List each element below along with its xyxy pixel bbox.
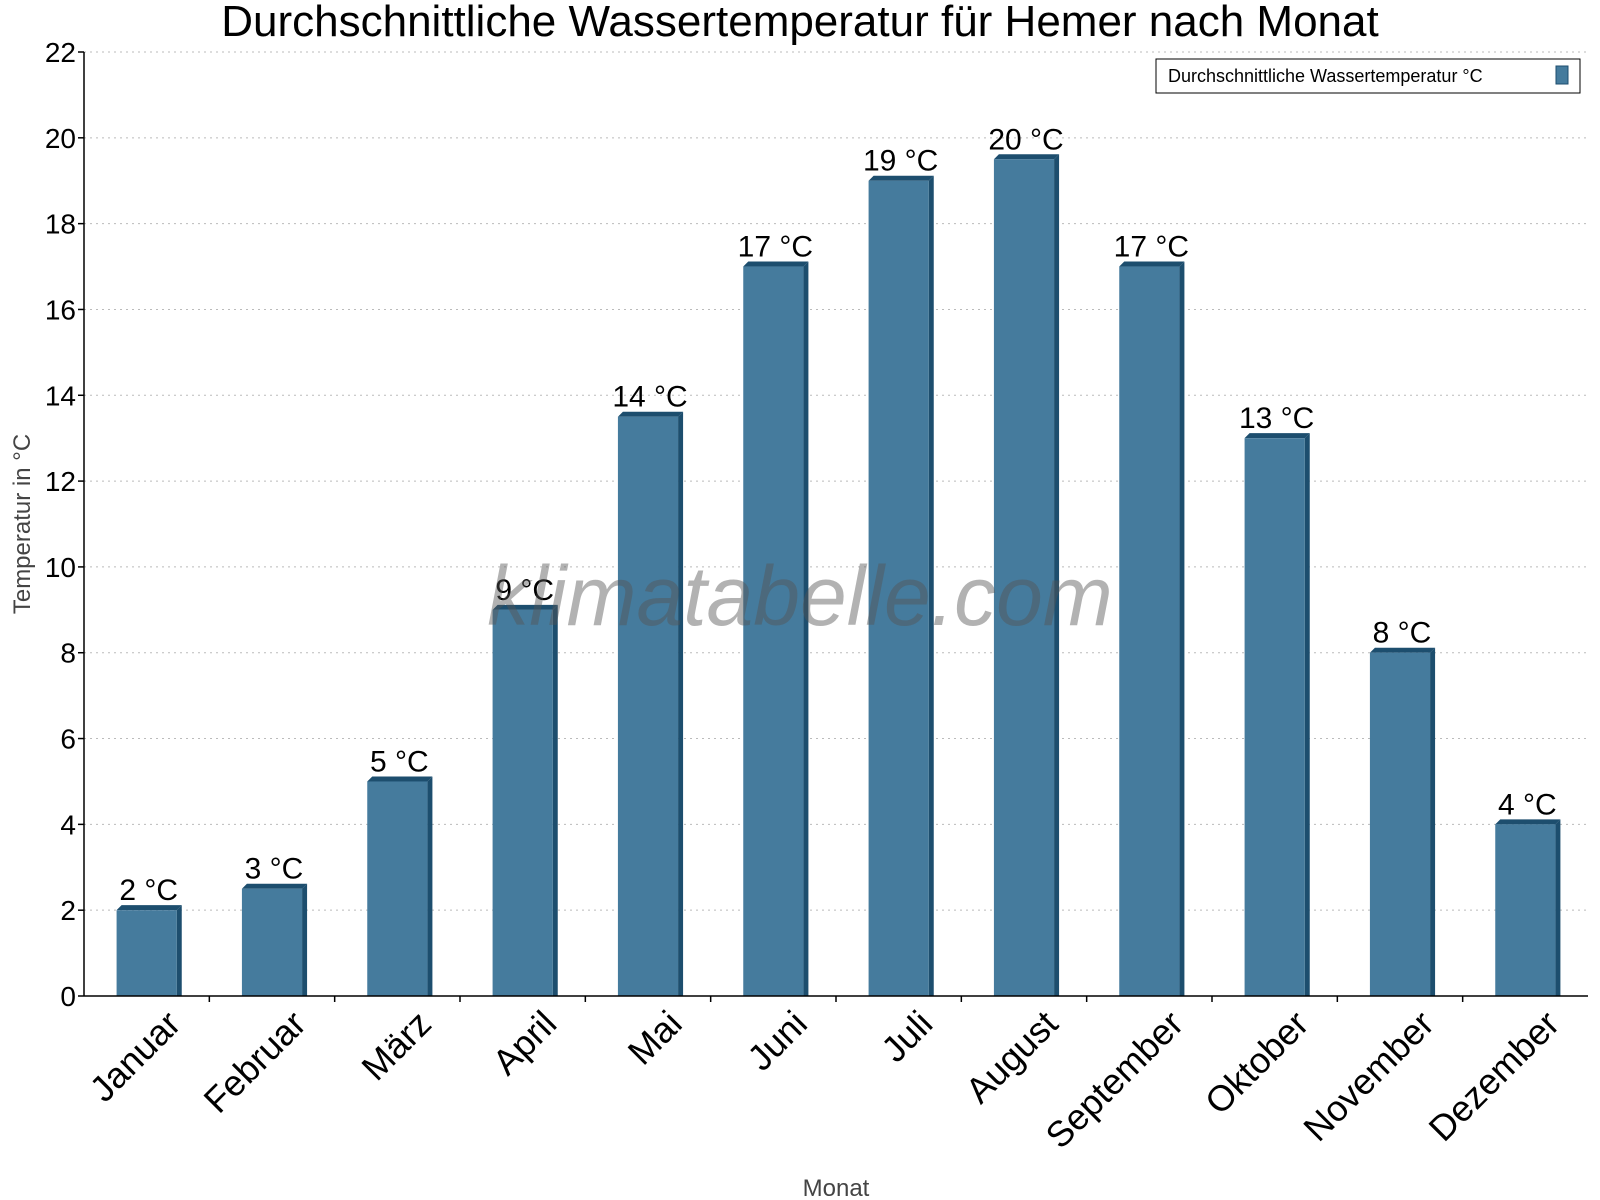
data-label: 14 °C xyxy=(612,381,687,414)
y-tick-label: 2 xyxy=(60,895,76,926)
y-tick-label: 14 xyxy=(45,380,76,411)
y-tick-label: 10 xyxy=(45,552,76,583)
data-label: 17 °C xyxy=(1114,231,1189,264)
y-tick-label: 16 xyxy=(45,294,76,325)
x-tick-label: November xyxy=(1295,1003,1441,1149)
legend-box xyxy=(1155,58,1581,94)
legend: Durchschnittliche Wassertemperatur °C xyxy=(1155,58,1581,94)
y-tick-label: 22 xyxy=(45,37,76,68)
data-label: 8 °C xyxy=(1373,617,1432,650)
x-tick-labels: Januar Februar März April Mai Juni Juli AugustS… xyxy=(81,1003,1567,1157)
bar-top xyxy=(993,154,1060,160)
x-tick-label: Januar xyxy=(81,1003,188,1110)
x-tick-label: Juli xyxy=(873,1003,940,1070)
bar-side xyxy=(1304,433,1310,996)
bar xyxy=(993,159,1055,997)
bar-side xyxy=(1179,261,1185,997)
y-axis-label: Temperatur in °C xyxy=(9,434,36,614)
data-label: 13 °C xyxy=(1239,402,1314,435)
x-tick-label: April xyxy=(484,1003,564,1083)
bar-top xyxy=(868,175,934,181)
bar xyxy=(1244,438,1305,996)
y-tick-label: 4 xyxy=(60,809,76,840)
y-tick-labels: 0 2 4 6 8 10 12 14 16 18 20 22 xyxy=(45,37,76,1012)
data-label: 17 °C xyxy=(738,231,813,264)
bar xyxy=(116,910,177,996)
y-tick-label: 8 xyxy=(60,638,76,669)
bar-side xyxy=(427,776,433,996)
bar xyxy=(617,416,679,996)
y-tick-label: 18 xyxy=(45,209,76,240)
bar xyxy=(492,609,553,996)
y-tick-label: 20 xyxy=(45,123,76,154)
data-label: 20 °C xyxy=(988,123,1063,156)
x-tick-label: Mai xyxy=(620,1003,690,1073)
y-tick-label: 12 xyxy=(45,466,76,497)
x-tick-label: März xyxy=(353,1003,439,1089)
bar xyxy=(743,266,804,997)
data-label: 2 °C xyxy=(119,874,178,907)
bar-side xyxy=(1430,647,1436,996)
data-label: 19 °C xyxy=(863,145,938,178)
chart-title: Durchschnittliche Wassertemperatur für H… xyxy=(221,0,1378,46)
x-tick-label: Februar xyxy=(196,1003,314,1121)
data-label: 3 °C xyxy=(245,853,304,886)
bar-top xyxy=(1244,433,1310,439)
bar-side xyxy=(176,905,182,996)
bar-side xyxy=(1054,154,1060,997)
bar-top xyxy=(241,883,308,889)
axes xyxy=(78,51,1588,1002)
legend-label: Durchschnittliche Wassertemperatur °C xyxy=(1168,66,1483,86)
bar xyxy=(241,888,303,996)
bar-top xyxy=(1369,647,1436,653)
bars xyxy=(116,154,1561,997)
x-axis-label: Monat xyxy=(803,1175,870,1200)
bar xyxy=(1119,266,1180,997)
bar-top xyxy=(1119,261,1185,267)
bar xyxy=(367,781,428,996)
data-labels: 2 °C 3 °C 5 °C 9 °C 14 °C 17 °C 19 °C 20 °C 17 °… xyxy=(119,123,1556,907)
x-tick-label: Dezember xyxy=(1421,1003,1567,1149)
bar-top xyxy=(743,261,809,267)
legend-swatch xyxy=(1555,65,1569,85)
bar-side xyxy=(678,411,684,996)
bar-side xyxy=(928,175,934,996)
bar-side xyxy=(803,261,809,997)
bar-side xyxy=(302,883,308,996)
bar-side xyxy=(1555,819,1561,996)
grid-lines xyxy=(84,51,1588,911)
bar-top xyxy=(116,905,182,911)
bar-side xyxy=(552,604,558,996)
bar-top xyxy=(617,411,684,417)
x-tick-label: August xyxy=(957,1003,1065,1111)
x-tick-label: Juni xyxy=(739,1003,815,1079)
bar xyxy=(868,180,929,996)
bar-top xyxy=(1495,819,1561,825)
x-tick-label: Oktober xyxy=(1197,1003,1317,1123)
x-tick-label: September xyxy=(1037,1003,1191,1157)
bar xyxy=(1369,652,1431,996)
bar xyxy=(1495,824,1556,996)
data-label: 4 °C xyxy=(1498,788,1557,821)
y-tick-label: 6 xyxy=(60,724,76,755)
bar-top xyxy=(492,604,558,610)
data-label: 5 °C xyxy=(370,745,429,778)
y-tick-label: 0 xyxy=(60,981,76,1012)
watermark: klimatabelle.com xyxy=(487,549,1113,643)
data-label: 9 °C xyxy=(495,574,554,607)
bar-top xyxy=(367,776,433,782)
